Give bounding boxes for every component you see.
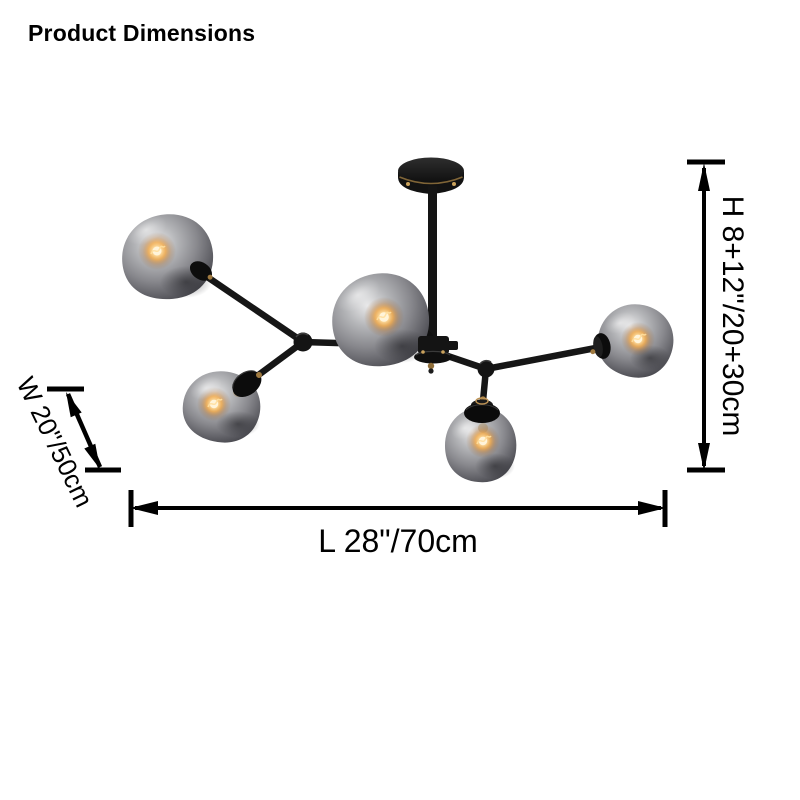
- left-ball-joint: [293, 332, 313, 352]
- filament: [376, 311, 392, 321]
- arm-to-right-globe: [482, 343, 605, 373]
- glass-globe-upper-left: [116, 208, 219, 306]
- glass-globe-bottom: [442, 404, 519, 485]
- length-dimension-label: L 28"/70cm: [318, 523, 478, 559]
- glass-globe-right: [592, 298, 680, 384]
- filament: [476, 435, 492, 445]
- right-ball-joint: [477, 360, 495, 378]
- socket-lower-left: [232, 370, 262, 398]
- chandelier-illustration: [116, 157, 680, 485]
- central-hub: [414, 336, 458, 374]
- socket-upper-left: [189, 261, 213, 281]
- globe-sockets: [189, 261, 611, 423]
- width-dimension-arrow: [47, 386, 121, 473]
- arm-to-upper-left-globe: [196, 268, 307, 346]
- filament: [150, 245, 166, 255]
- ceiling-canopy-mount: [398, 157, 464, 194]
- filament: [631, 333, 647, 343]
- height-dimension-arrow: [687, 159, 725, 473]
- socket-bottom: [464, 396, 500, 423]
- height-dimension-label: H 8+12"/20+30cm: [716, 195, 749, 437]
- main-rod: [428, 186, 437, 352]
- brass-ring: [399, 176, 463, 185]
- page-title: Product Dimensions: [28, 20, 256, 46]
- filament: [207, 398, 223, 408]
- socket-right: [590, 333, 611, 359]
- glass-globe-center: [323, 264, 438, 376]
- length-dimension-arrow: [128, 490, 668, 527]
